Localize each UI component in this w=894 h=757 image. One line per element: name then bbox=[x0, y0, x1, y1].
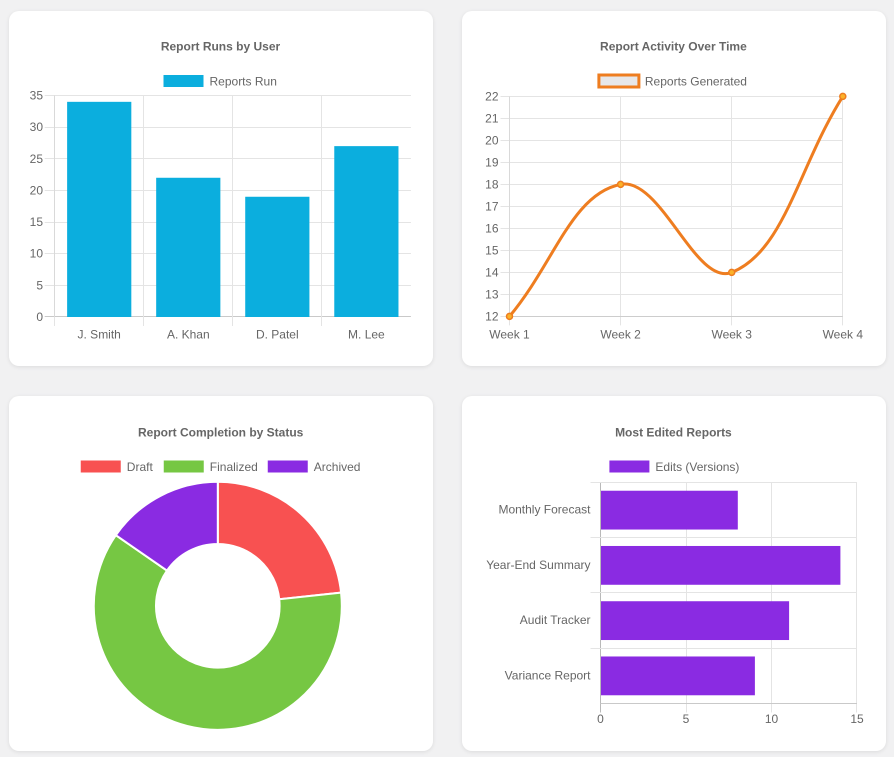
svg-text:5: 5 bbox=[36, 278, 43, 292]
svg-text:Edits (Versions): Edits (Versions) bbox=[655, 460, 739, 474]
svg-text:J. Smith: J. Smith bbox=[78, 328, 121, 342]
svg-text:Most Edited Reports: Most Edited Reports bbox=[615, 425, 732, 439]
svg-text:0: 0 bbox=[36, 310, 43, 324]
svg-text:21: 21 bbox=[485, 111, 499, 125]
svg-text:15: 15 bbox=[850, 712, 864, 726]
svg-text:10: 10 bbox=[30, 247, 44, 261]
svg-text:Archived: Archived bbox=[314, 460, 361, 474]
svg-text:D. Patel: D. Patel bbox=[256, 328, 299, 342]
svg-text:M. Lee: M. Lee bbox=[348, 328, 385, 342]
svg-text:0: 0 bbox=[597, 712, 604, 726]
svg-text:15: 15 bbox=[30, 215, 44, 229]
svg-text:Finalized: Finalized bbox=[210, 460, 258, 474]
svg-text:20: 20 bbox=[30, 183, 44, 197]
svg-text:15: 15 bbox=[485, 243, 499, 257]
svg-text:5: 5 bbox=[683, 712, 690, 726]
svg-text:Year-End Summary: Year-End Summary bbox=[486, 558, 590, 572]
svg-text:Audit Tracker: Audit Tracker bbox=[520, 613, 591, 627]
svg-text:35: 35 bbox=[30, 89, 44, 103]
svg-text:A. Khan: A. Khan bbox=[167, 328, 210, 342]
svg-text:Week 1: Week 1 bbox=[489, 328, 530, 342]
svg-text:12: 12 bbox=[485, 309, 499, 323]
svg-text:20: 20 bbox=[485, 133, 499, 147]
svg-text:16: 16 bbox=[485, 221, 499, 235]
svg-text:Report Completion by Status: Report Completion by Status bbox=[138, 425, 304, 439]
svg-text:Reports Generated: Reports Generated bbox=[645, 75, 747, 89]
svg-text:Week 2: Week 2 bbox=[600, 328, 641, 342]
svg-text:Monthly Forecast: Monthly Forecast bbox=[498, 503, 591, 517]
svg-text:Week 3: Week 3 bbox=[711, 328, 752, 342]
svg-text:Variance Report: Variance Report bbox=[505, 668, 591, 682]
svg-text:30: 30 bbox=[30, 120, 44, 134]
svg-text:10: 10 bbox=[765, 712, 779, 726]
svg-text:Reports Run: Reports Run bbox=[210, 75, 277, 89]
svg-text:25: 25 bbox=[30, 152, 44, 166]
svg-text:17: 17 bbox=[485, 199, 499, 213]
svg-text:Report Runs by User: Report Runs by User bbox=[161, 40, 281, 54]
svg-text:14: 14 bbox=[485, 265, 499, 279]
svg-text:Report Activity Over Time: Report Activity Over Time bbox=[600, 40, 747, 54]
svg-text:22: 22 bbox=[485, 89, 499, 103]
svg-text:19: 19 bbox=[485, 155, 499, 169]
svg-text:Week 4: Week 4 bbox=[823, 328, 864, 342]
svg-text:Draft: Draft bbox=[127, 460, 154, 474]
svg-text:13: 13 bbox=[485, 287, 499, 301]
svg-text:18: 18 bbox=[485, 177, 499, 191]
